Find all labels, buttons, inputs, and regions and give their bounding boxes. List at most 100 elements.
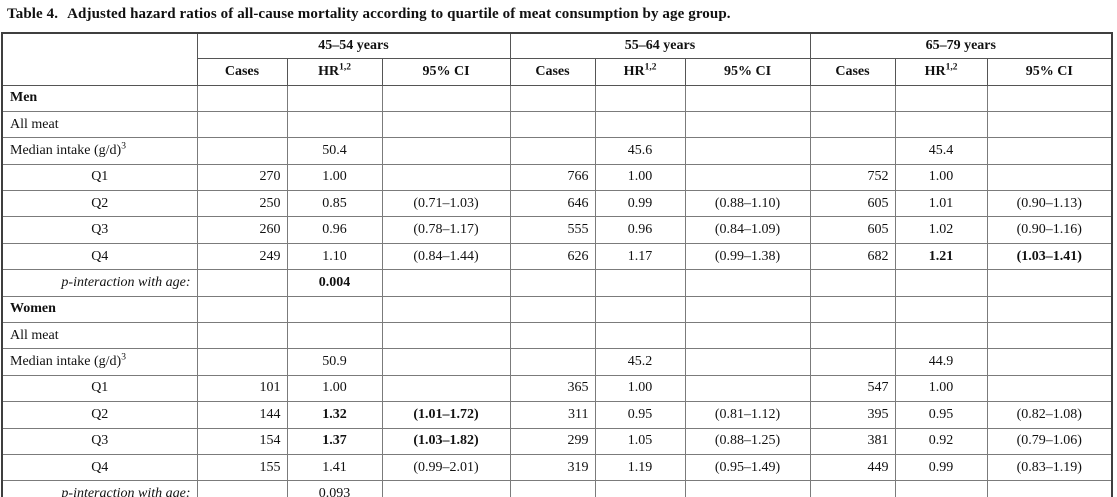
cell-ci	[381, 269, 511, 297]
cell-ci	[684, 322, 811, 350]
cell-hr	[286, 84, 383, 112]
cell-cases	[196, 322, 288, 350]
cell-cases: 155	[196, 453, 288, 482]
cell-hr: 1.02	[894, 216, 988, 244]
cell-ci	[684, 348, 811, 376]
table-row: Q2 144 1.32 (1.01–1.72) 311 0.95 (0.81–1.12) 39…	[1, 401, 1113, 429]
row-label: All meat	[1, 110, 198, 139]
cell-ci	[684, 480, 811, 497]
cell-hr: 50.9	[286, 348, 383, 376]
cell-hr: 50.4	[286, 137, 383, 165]
table-row: Q3 154 1.37 (1.03–1.82) 299 1.05 (0.88–1.25) 38…	[1, 427, 1113, 455]
cell-cases	[509, 295, 596, 324]
cell-ci	[986, 348, 1113, 376]
cell-ci: (0.82–1.08)	[986, 401, 1113, 429]
cell-ci	[684, 269, 811, 297]
row-label: Q3	[1, 427, 198, 455]
cell-ci: (0.99–2.01)	[381, 453, 511, 482]
cell-ci: (0.90–1.16)	[986, 216, 1113, 244]
cell-cases	[196, 480, 288, 497]
cell-ci: (0.88–1.25)	[684, 427, 811, 455]
cell-ci	[381, 374, 511, 403]
cell-ci	[684, 163, 811, 192]
cell-ci: (0.81–1.12)	[684, 401, 811, 429]
cell-cases: 250	[196, 190, 288, 218]
cell-cases: 395	[809, 401, 896, 429]
cell-ci	[986, 322, 1113, 350]
cell-cases: 682	[809, 242, 896, 271]
row-label: Men	[1, 84, 198, 112]
cell-hr	[286, 295, 383, 324]
cell-hr	[894, 84, 988, 112]
cell-ci	[381, 84, 511, 112]
cell-cases	[509, 269, 596, 297]
cell-cases: 766	[509, 163, 596, 192]
cell-cases	[809, 269, 896, 297]
table-row: Q1 270 1.00 766 1.00 752 1.00	[1, 163, 1113, 192]
cell-ci: (0.83–1.19)	[986, 453, 1113, 482]
cell-hr: 0.004	[286, 269, 383, 297]
cell-ci: (0.84–1.09)	[684, 216, 811, 244]
cell-cases: 752	[809, 163, 896, 192]
hr-header: HR1,2	[594, 57, 686, 86]
cell-cases	[809, 480, 896, 497]
cell-hr: 0.92	[894, 427, 988, 455]
page: Table 4. Adjusted hazard ratios of all-ca…	[0, 6, 1117, 497]
cases-header: Cases	[809, 57, 896, 86]
table-row: Men	[1, 84, 1113, 112]
cell-hr: 45.2	[594, 348, 686, 376]
cell-hr	[594, 84, 686, 112]
cell-hr: 1.21	[894, 242, 988, 271]
cell-hr: 1.00	[594, 163, 686, 192]
table-title: Table 4. Adjusted hazard ratios of all-ca…	[7, 6, 1117, 23]
cell-hr: 1.32	[286, 401, 383, 429]
cell-hr	[894, 269, 988, 297]
row-label: Q4	[1, 242, 198, 271]
table-row: All meat	[1, 322, 1113, 350]
cell-cases: 381	[809, 427, 896, 455]
row-label: Q1	[1, 374, 198, 403]
cell-cases: 249	[196, 242, 288, 271]
cell-ci: (0.88–1.10)	[684, 190, 811, 218]
table-number: Table 4.	[7, 6, 59, 22]
cell-cases	[196, 295, 288, 324]
cases-header: Cases	[196, 57, 288, 86]
table-row: Women	[1, 295, 1113, 324]
cell-cases	[196, 348, 288, 376]
cell-ci: (0.71–1.03)	[381, 190, 511, 218]
cell-ci	[684, 295, 811, 324]
cell-hr	[286, 322, 383, 350]
footnote-marker: 3	[121, 352, 126, 363]
cell-hr	[594, 269, 686, 297]
cell-ci: (0.84–1.44)	[381, 242, 511, 271]
cell-cases: 101	[196, 374, 288, 403]
cell-cases: 449	[809, 453, 896, 482]
cell-cases: 260	[196, 216, 288, 244]
cell-cases	[196, 84, 288, 112]
cell-cases: 547	[809, 374, 896, 403]
table-row: p-interaction with age: 0.004	[1, 269, 1113, 297]
cell-hr: 45.4	[894, 137, 988, 165]
cell-ci	[381, 295, 511, 324]
age-group-header-65-79: 65–79 years	[809, 32, 1113, 59]
cell-hr: 1.19	[594, 453, 686, 482]
cell-ci: (0.79–1.06)	[986, 427, 1113, 455]
cell-ci	[381, 163, 511, 192]
row-label: Women	[1, 295, 198, 324]
cell-ci	[986, 295, 1113, 324]
hr-footnote-marker: 1,2	[339, 61, 351, 72]
cell-hr: 1.41	[286, 453, 383, 482]
hr-footnote-marker: 1,2	[945, 61, 958, 72]
table-body: Men All meat Median intake (g/d)3 50.4 45.6 4…	[1, 84, 1113, 497]
cell-ci	[381, 348, 511, 376]
cell-ci	[381, 480, 511, 497]
cell-hr: 45.6	[594, 137, 686, 165]
age-group-header-55-64: 55–64 years	[509, 32, 811, 59]
cell-ci: (1.03–1.41)	[986, 242, 1113, 271]
cell-ci	[986, 374, 1113, 403]
cell-hr	[894, 480, 988, 497]
table-caption: Adjusted hazard ratios of all-cause mort…	[67, 6, 731, 22]
cell-hr: 0.95	[894, 401, 988, 429]
cell-hr	[894, 295, 988, 324]
ci-header: 95% CI	[684, 57, 811, 86]
